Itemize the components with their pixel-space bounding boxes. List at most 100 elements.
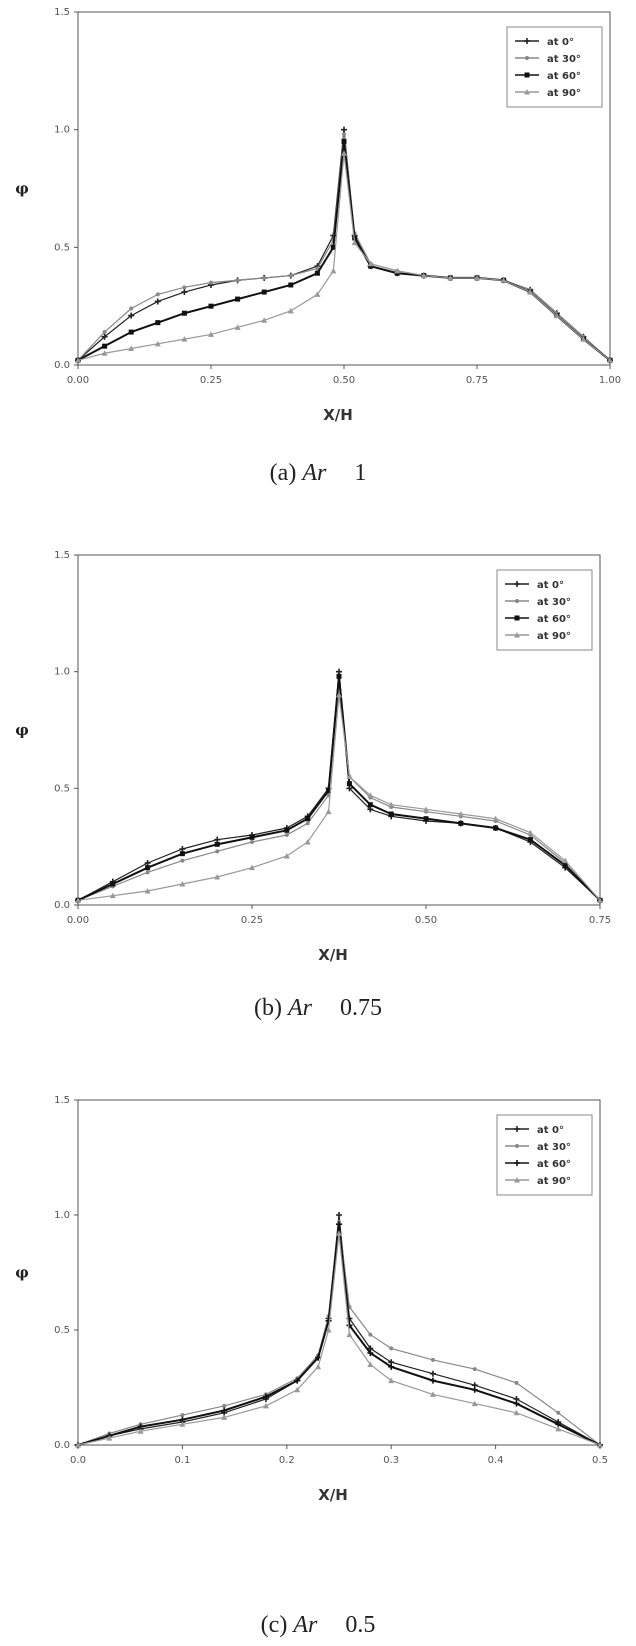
data-point: [388, 1363, 395, 1370]
data-point: [474, 274, 480, 281]
caption-value: 0.5: [345, 1612, 375, 1638]
data-point: [493, 825, 499, 831]
legend-label: at 90°: [547, 88, 581, 99]
data-point: [423, 816, 429, 822]
data-point: [341, 138, 347, 144]
data-point: [129, 306, 134, 311]
series-4: [75, 1230, 603, 1448]
data-point: [336, 1212, 342, 1218]
data-point: [181, 310, 187, 316]
data-point: [325, 1317, 332, 1324]
data-point: [513, 1400, 520, 1407]
data-point: [179, 846, 186, 852]
data-point: [305, 816, 311, 822]
data-point: [367, 1350, 374, 1356]
data-point: [249, 834, 255, 840]
data-point: [388, 811, 394, 817]
data-point: [394, 267, 401, 274]
x-tick-label: 0.0: [70, 1455, 86, 1466]
data-point: [144, 888, 151, 894]
data-point: [145, 865, 151, 871]
data-point: [154, 340, 161, 347]
data-point: [429, 1370, 436, 1377]
caption-variable: Ar: [286, 995, 313, 1021]
data-point: [555, 1425, 562, 1432]
caption-prefix: (a): [270, 460, 303, 486]
data-point: [527, 829, 534, 836]
data-point: [75, 897, 81, 903]
data-point: [145, 870, 150, 875]
data-point: [294, 1386, 301, 1393]
legend-label: at 90°: [537, 1176, 571, 1187]
data-point: [179, 1421, 186, 1427]
data-point: [137, 1428, 144, 1434]
series-line: [77, 1224, 601, 1446]
data-point: [222, 1403, 227, 1408]
x-axis-label: X/H: [318, 946, 348, 964]
data-point: [556, 1410, 561, 1415]
data-point: [180, 1413, 185, 1418]
data-point: [261, 289, 267, 295]
x-tick-label: 0.50: [415, 915, 437, 926]
data-point: [429, 1377, 436, 1384]
x-tick-label: 0.75: [589, 915, 611, 926]
data-point: [326, 788, 332, 794]
data-point: [607, 357, 613, 363]
data-point: [154, 298, 161, 305]
legend: at 0° at 30° at 60° at 90°: [496, 1114, 593, 1196]
data-point: [288, 282, 294, 288]
data-point: [597, 1442, 603, 1448]
caption-value: 1: [354, 460, 366, 486]
data-point: [389, 1346, 394, 1351]
y-axis-label: φ: [15, 180, 29, 198]
x-tick-label: 0.75: [466, 375, 488, 386]
panel-caption: (a) Ar 1: [270, 460, 367, 486]
data-point: [179, 881, 186, 887]
legend-swatch-marker: [524, 72, 530, 78]
data-point: [429, 1391, 436, 1397]
legend: at 0° at 30° at 60° at 90°: [496, 569, 593, 651]
data-point: [221, 1407, 228, 1414]
data-point: [346, 785, 353, 792]
data-point: [553, 312, 560, 319]
y-tick-label: 0.0: [54, 900, 70, 911]
data-point: [304, 839, 311, 845]
x-tick-label: 0.2: [279, 1455, 295, 1466]
data-point: [336, 692, 342, 698]
series-line: [77, 1233, 601, 1446]
data-point: [181, 289, 188, 296]
legend-swatch-marker: [514, 615, 520, 621]
data-point: [346, 773, 353, 780]
data-point: [472, 1367, 477, 1372]
x-tick-label: 0.25: [241, 915, 263, 926]
legend-swatch-marker: [514, 1126, 520, 1132]
legend-label: at 60°: [537, 614, 571, 625]
data-point: [109, 892, 116, 899]
data-point: [181, 336, 188, 342]
data-point: [314, 291, 321, 297]
y-tick-label: 1.0: [54, 125, 70, 136]
data-point: [102, 330, 107, 335]
data-point: [580, 336, 587, 342]
legend-label: at 30°: [547, 54, 581, 65]
data-point: [336, 1230, 342, 1236]
legend: at 0° at 30° at 60° at 90°: [506, 26, 603, 108]
caption-value: 0.75: [340, 995, 382, 1021]
data-point: [155, 320, 161, 326]
data-point: [288, 273, 293, 278]
legend-swatch-marker: [514, 1160, 520, 1166]
data-point: [336, 1221, 342, 1228]
data-point: [128, 312, 135, 319]
data-point: [214, 836, 221, 843]
data-point: [447, 274, 454, 281]
data-point: [128, 329, 134, 335]
data-point: [420, 272, 427, 279]
y-tick-label: 0.5: [54, 242, 70, 253]
y-tick-label: 1.5: [54, 1095, 70, 1106]
data-point: [262, 275, 267, 280]
data-point: [500, 277, 507, 283]
legend-swatch-marker: [514, 632, 520, 638]
data-point: [342, 132, 346, 137]
data-point: [294, 1377, 301, 1384]
